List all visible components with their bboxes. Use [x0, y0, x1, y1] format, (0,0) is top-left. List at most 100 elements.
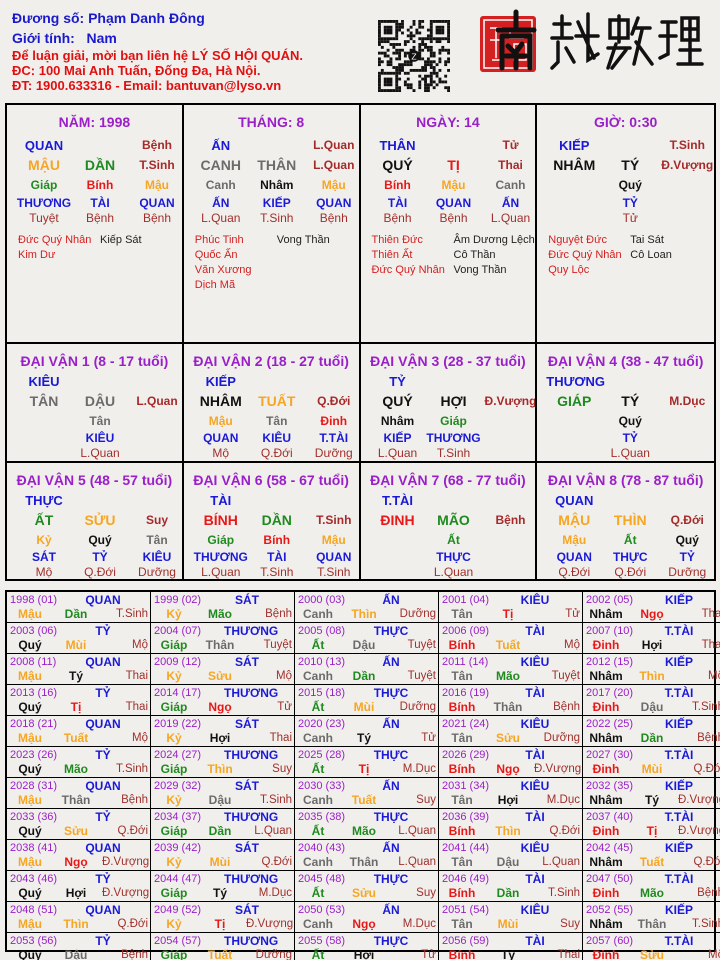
hidden-stem-god: T.TÀI — [319, 430, 349, 445]
year-phase: Tuyệt — [263, 639, 292, 651]
year-label: 2039 (42) — [154, 842, 202, 854]
year-cell: 2039 (42) SÁT Kỷ Mùi Q.Đới — [151, 840, 295, 871]
owner-name: Đương số: Phạm Danh Đông — [12, 10, 205, 26]
ten-god-label: T.TÀI — [381, 492, 414, 508]
year-ten-god: QUAN — [85, 717, 121, 731]
year-phase: Dưỡng — [399, 608, 436, 620]
year-cell-top: 2047 (50) T.TÀI — [586, 872, 720, 886]
heavenly-stem: MẬU — [28, 157, 60, 173]
year-cell: 2022 (25) KIẾP Nhâm Dần Bệnh — [583, 716, 720, 747]
year-ten-god: ẤN — [382, 841, 400, 855]
year-phase: Mộ — [708, 670, 720, 682]
year-phase: Mộ — [132, 732, 148, 744]
year-cell: 2009 (12) SÁT Kỷ Sửu Mộ — [151, 654, 295, 685]
annual-luck-table: 1998 (01) QUAN Mậu Dần T.Sinh 1999 (02) SÁT Kỷ M… — [5, 590, 720, 960]
year-ten-god: SÁT — [235, 655, 259, 669]
year-cell-top: 2002 (05) KIẾP — [586, 593, 720, 607]
year-label: 2040 (43) — [298, 842, 346, 854]
year-stem: Đinh — [592, 638, 620, 652]
year-label: 2024 (27) — [154, 749, 202, 761]
year-cell-top: 2028 (31) QUAN — [10, 779, 148, 793]
earthly-branch: MÃO — [437, 512, 470, 528]
year-label: 2054 (57) — [154, 935, 202, 947]
year-ten-god: SÁT — [235, 717, 259, 731]
year-cell-top: 2053 (56) TỶ — [10, 934, 148, 948]
year-cell-top: 2022 (25) KIẾP — [586, 717, 720, 731]
owner-gender: Giới tính: Nam — [12, 30, 117, 46]
year-cell: 2015 (18) THỰC Ất Mùi Dưỡng — [295, 685, 439, 716]
year-label: 2009 (12) — [154, 656, 202, 668]
year-cell-bottom: Canh Ngọ M.Dục — [298, 917, 436, 932]
pillar-title: THÁNG: 8 — [238, 114, 305, 130]
year-branch: Dậu — [352, 638, 376, 652]
hidden-stem-phase: T.Sinh — [260, 565, 294, 579]
hidden-stem: Bính — [263, 533, 291, 547]
year-phase: Q.Đới — [117, 918, 148, 930]
year-cell-top: 2030 (33) ẤN — [298, 779, 436, 793]
year-phase: M.Dục — [546, 794, 580, 806]
year-cell-bottom: Giáp Dần L.Quan — [154, 824, 292, 839]
year-stem: Kỷ — [166, 917, 182, 931]
year-ten-god: TÀI — [525, 748, 545, 762]
year-cell: 2016 (19) TÀI Bính Thân Bệnh — [439, 685, 583, 716]
year-branch: Thân — [349, 855, 379, 869]
year-cell-top: 2049 (52) SÁT — [154, 903, 292, 917]
year-label: 2010 (13) — [298, 656, 346, 668]
year-cell-top: 2025 (28) THỰC — [298, 748, 436, 762]
year-cell: 2003 (06) TỶ Quý Mùi Mộ — [7, 623, 151, 654]
year-branch: Ngọ — [64, 855, 88, 869]
year-cell-bottom: Canh Tý Tử — [298, 731, 436, 746]
year-branch: Dậu — [64, 948, 88, 960]
year-cell: 2038 (41) QUAN Mậu Ngọ Đ.Vượng — [7, 840, 151, 871]
year-branch: Sửu — [639, 948, 665, 960]
year-phase: Tuyệt — [407, 639, 436, 651]
dai-van-cell: ĐẠI VẬN 1 (8 - 17 tuổi) KIÊU TÂN DẬU L.Quan T… — [7, 344, 184, 463]
hidden-stem-phase: Tử — [622, 210, 638, 225]
year-ten-god: SÁT — [235, 779, 259, 793]
year-ten-god: KIẾP — [664, 841, 693, 855]
year-stem: Giáp — [160, 886, 188, 900]
year-cell-top: 2026 (29) TÀI — [442, 748, 580, 762]
svg-text:Z: Z — [411, 52, 416, 62]
pillar-body: TÀI BÍNH DẦN T.Sinh Giáp THƯƠNG L.Quan Bính TÀI T… — [184, 491, 359, 580]
year-label: 2028 (31) — [10, 780, 58, 792]
hidden-stem-phase: T.Sinh — [260, 210, 294, 225]
year-phase: Bệnh — [553, 701, 580, 713]
life-phase-label: Đ.Vượng — [661, 158, 714, 172]
year-cell-top: 2045 (48) THỰC — [298, 872, 436, 886]
year-ten-god: KIẾP — [664, 655, 693, 669]
year-cell-bottom: Đinh Sửu Mộ — [586, 948, 720, 960]
year-cell: 2036 (39) TÀI Bính Thìn Q.Đới — [439, 809, 583, 840]
good-star: Đức Quý Nhân — [548, 249, 622, 261]
year-label: 2025 (28) — [298, 749, 346, 761]
hidden-stem-god: TỶ — [622, 195, 638, 210]
year-label: 2021 (24) — [442, 718, 490, 730]
year-label: 2001 (04) — [442, 594, 490, 606]
year-label: 2056 (59) — [442, 935, 490, 947]
year-label: 2051 (54) — [442, 904, 490, 916]
year-branch: Mùi — [641, 762, 663, 776]
stars-list: Nguyệt Đức Tai Sát Đức Quý Nhân Cô Loan Quy … — [537, 225, 714, 278]
year-label: 2030 (33) — [298, 780, 346, 792]
year-cell-bottom: Tân Mùi Suy — [442, 917, 580, 932]
year-cell: 2005 (08) THỰC Ất Dậu Tuyệt — [295, 623, 439, 654]
hidden-stem-god: THỰC — [612, 549, 648, 564]
year-label: 2031 (34) — [442, 780, 490, 792]
year-branch: Tị — [70, 700, 82, 714]
heavenly-stem: TÂN — [29, 393, 59, 409]
hidden-stem: Tân — [89, 414, 111, 428]
hidden-stem-god: TÀI — [267, 549, 287, 564]
hidden-stem-god: TỶ — [679, 549, 695, 564]
year-phase: Tuyệt — [551, 670, 580, 682]
dai-van-cell: ĐẠI VẬN 4 (38 - 47 tuổi) THƯƠNG GIÁP TÝ M.Dụ… — [537, 344, 714, 463]
year-cell: 2030 (33) ẤN Canh Tuất Suy — [295, 778, 439, 809]
pillar-body: THƯƠNG GIÁP TÝ M.Dục Quý TỶ L.Quan — [537, 372, 714, 461]
earthly-branch: TÝ — [621, 393, 640, 409]
year-branch: Hợi — [641, 638, 663, 652]
year-cell-top: 2008 (11) QUAN — [10, 655, 148, 669]
year-cell-top: 2014 (17) THƯƠNG — [154, 686, 292, 700]
pillar-body: KIÊU TÂN DẬU L.Quan Tân KIÊU L.Quan — [7, 372, 182, 461]
year-branch: Tý — [212, 886, 227, 900]
ten-god-label: THỰC — [25, 492, 63, 508]
year-cell-bottom: Mậu Tuất Mộ — [10, 731, 148, 746]
